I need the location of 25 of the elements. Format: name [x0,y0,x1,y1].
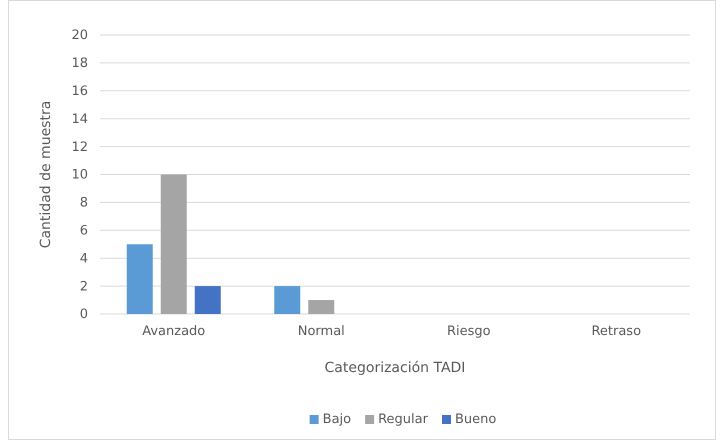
bar [160,174,187,314]
y-tick-label: 2 [80,279,88,294]
legend-label: Regular [378,412,429,427]
x-tick-label: Retraso [591,324,642,340]
y-tick-label: 12 [71,140,88,155]
y-tick-label: 0 [80,307,88,322]
y-tick-label: 14 [71,112,88,127]
y-tick-label: 18 [71,56,88,72]
y-tick-label: 8 [80,196,88,211]
legend-label: Bajo [322,412,352,427]
legend-label: Bueno [454,412,496,427]
x-tick-label: Riesgo [446,324,491,340]
bar [274,286,300,314]
y-tick-label: 20 [71,28,88,44]
y-tick-label: 16 [71,84,88,99]
y-tick-label: 4 [80,251,88,266]
x-tick-label: Normal [298,324,345,340]
y-tick-label: 10 [71,168,88,183]
bar [126,244,153,314]
y-tick-label: 6 [80,223,88,238]
bar [194,286,221,314]
x-axis-title: Categorización TADI [324,360,466,376]
bar [308,300,334,314]
y-axis-title: Cantidad de muestra [38,100,54,248]
x-tick-label: Avanzado [142,324,206,340]
